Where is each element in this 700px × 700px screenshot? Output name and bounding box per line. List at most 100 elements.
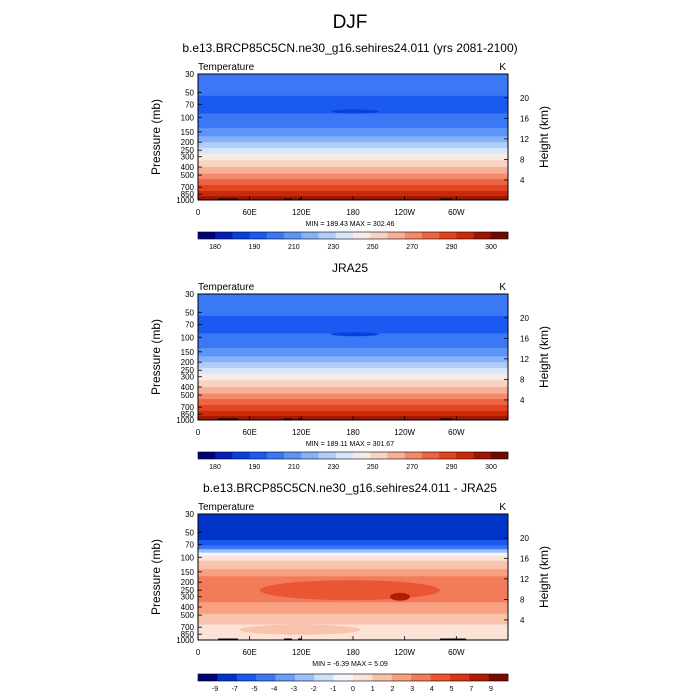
warm-max: [390, 592, 410, 601]
lon-tick-label: 0: [196, 648, 201, 657]
colorbar-swatch: [266, 232, 285, 239]
colorbar-swatch: [473, 452, 492, 459]
pressure-tick-label: 400: [181, 383, 195, 392]
contour-band: [198, 185, 508, 192]
colorbar-swatch: [275, 674, 296, 681]
contour-band: [198, 315, 508, 335]
pressure-tick-label: 500: [181, 171, 195, 180]
lon-tick-label: 0: [196, 208, 201, 217]
colorbar-label: 250: [367, 464, 379, 471]
topography: [218, 638, 238, 640]
colorbar-label: 210: [288, 464, 300, 471]
colorbar-label: 3: [410, 686, 414, 693]
colorbar-swatch: [430, 674, 451, 681]
colorbar-swatch: [353, 452, 371, 459]
contour-band: [198, 153, 508, 161]
contour-field: [198, 514, 508, 640]
colorbar-swatch: [335, 452, 354, 459]
contour-band: [198, 113, 508, 129]
height-tick-label: 8: [520, 155, 525, 164]
colorbar-swatch: [387, 232, 405, 239]
pressure-tick-label: 700: [181, 623, 195, 632]
colorbar-label: -4: [271, 686, 277, 693]
pressure-tick-label: 30: [185, 70, 194, 79]
colorbar-label: 190: [249, 464, 261, 471]
pressure-axis-title: Pressure (mb): [149, 99, 163, 175]
topography: [284, 418, 292, 420]
pressure-tick-label: 400: [181, 603, 195, 612]
colorbar-swatch: [404, 452, 423, 459]
colorbar-swatch: [215, 232, 233, 239]
figure-title: DJF: [332, 12, 368, 33]
contour-band: [198, 540, 508, 547]
pressure-tick-label: 150: [181, 348, 195, 357]
colorbar-label: -5: [251, 686, 257, 693]
colorbar-swatch: [198, 452, 216, 459]
pressure-tick-label: 70: [185, 100, 194, 109]
colorbar-label: 7: [469, 686, 473, 693]
topography: [298, 198, 302, 200]
cold-lens: [331, 332, 379, 337]
min-max-stats: MIN = -6.39 MAX = 5.09: [312, 661, 388, 668]
pressure-tick-label: 500: [181, 391, 195, 400]
colorbar-frame: [197, 673, 509, 682]
lon-tick-label: 0: [196, 428, 201, 437]
contour-band: [198, 545, 508, 550]
height-axis-title: Height (km): [537, 106, 551, 168]
lon-tick-label: 120E: [292, 428, 311, 437]
contour-band: [198, 95, 508, 115]
colorbar-swatch: [353, 674, 373, 681]
colorbar-swatch: [404, 232, 423, 239]
contour-band: [198, 333, 508, 349]
pressure-tick-label: 500: [181, 611, 195, 620]
warm-core: [260, 580, 440, 601]
pressure-tick-label: 100: [181, 113, 195, 122]
colorbar-label: 4: [430, 686, 434, 693]
colorbar-swatch: [490, 232, 509, 239]
lon-tick-label: 120W: [394, 208, 415, 217]
colorbar-label: -3: [291, 686, 297, 693]
topography: [440, 418, 452, 420]
topography: [298, 418, 302, 420]
contour-band: [198, 569, 508, 577]
contour-band: [198, 387, 508, 395]
height-tick-label: 12: [520, 135, 529, 144]
contour-band: [198, 399, 508, 406]
pressure-tick-label: 150: [181, 128, 195, 137]
colorbar-label: 190: [249, 244, 261, 251]
contour-band: [198, 555, 508, 562]
colorbar-swatch: [353, 232, 371, 239]
height-tick-label: 12: [520, 575, 529, 584]
colorbar-label: 250: [367, 244, 379, 251]
pressure-tick-label: 200: [181, 578, 195, 587]
height-tick-label: 20: [520, 314, 529, 323]
contour-band: [198, 136, 508, 143]
pressure-axis-title: Pressure (mb): [149, 539, 163, 615]
cold-lens: [331, 109, 379, 114]
colorbar-swatch: [284, 452, 302, 459]
height-axis-title: Height (km): [537, 546, 551, 608]
colorbar-label: 2: [390, 686, 394, 693]
units-label: K: [499, 502, 506, 513]
colorbar-label: 270: [406, 244, 418, 251]
colorbar-swatch: [314, 674, 334, 681]
contour-band: [198, 142, 508, 149]
height-tick-label: 4: [520, 616, 525, 625]
pressure-tick-label: 850: [181, 410, 195, 419]
panel-title: b.e13.BRCP85C5CN.ne30_g16.sehires24.011 …: [182, 41, 517, 55]
lon-tick-label: 120W: [394, 428, 415, 437]
colorbar-swatch: [232, 232, 250, 239]
colorbar-swatch: [249, 232, 268, 239]
colorbar-swatch: [198, 674, 218, 681]
contour-band: [198, 560, 508, 570]
height-tick-label: 20: [520, 94, 529, 103]
colorbar-swatch: [456, 232, 474, 239]
height-tick-label: 16: [520, 334, 529, 343]
colorbar-swatch: [439, 452, 457, 459]
colorbar-swatch: [333, 674, 354, 681]
colorbar-swatch: [215, 452, 233, 459]
colorbar-swatch: [318, 452, 337, 459]
pressure-axis-title: Pressure (mb): [149, 319, 163, 395]
contour-band: [198, 191, 508, 197]
lon-tick-label: 60E: [243, 428, 257, 437]
